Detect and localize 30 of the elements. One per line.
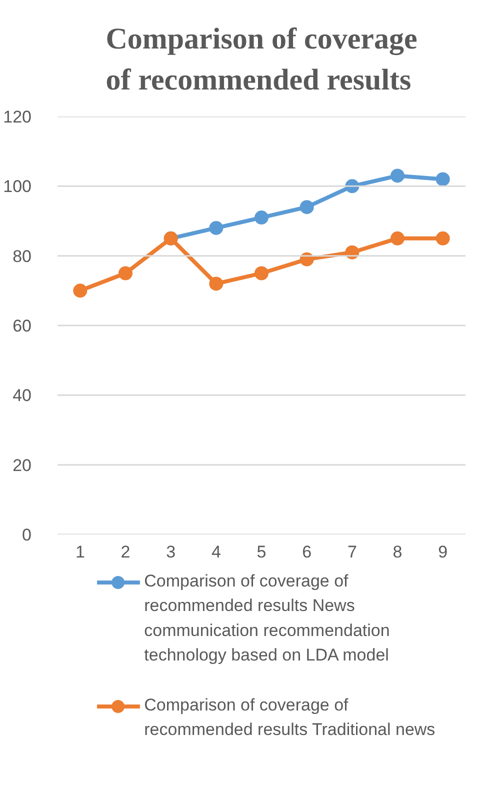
x-tick-label: 5 (256, 542, 266, 562)
y-tick-label: 20 (12, 456, 32, 475)
legend-label: Comparison of coverage of recommended results Traditional news (144, 696, 436, 740)
y-tick-label: 40 (12, 386, 32, 406)
point (254, 266, 268, 280)
y-tick-label: 100 (3, 177, 32, 196)
point (390, 168, 404, 183)
y-tick-label: 120 (3, 108, 32, 126)
y-tick-label: 0 (22, 526, 32, 544)
y-tick-label: 60 (12, 316, 32, 336)
x-tick-label: 3 (166, 542, 176, 562)
chart-title: Comparison of coverage of recommended results (106, 22, 418, 96)
x-tick-label: 7 (347, 542, 357, 562)
x-tick-label: 8 (392, 542, 402, 562)
legend-label: Comparison of coverage of recommended results News communication recommendation technology based on LDA model (144, 572, 390, 665)
x-tick-label: 6 (302, 542, 312, 562)
point (209, 276, 224, 291)
x-tick-label: 9 (438, 542, 448, 562)
x-tick-label: 4 (211, 542, 221, 562)
point (118, 266, 132, 280)
point (209, 220, 224, 235)
x-tick-label: 2 (120, 542, 130, 562)
x-tick-label: 1 (75, 542, 85, 562)
point (436, 231, 450, 246)
y-tick-label: 80 (12, 246, 32, 266)
point (390, 231, 404, 246)
point (73, 284, 88, 298)
point (300, 200, 314, 214)
point (254, 210, 268, 225)
point (436, 172, 450, 186)
